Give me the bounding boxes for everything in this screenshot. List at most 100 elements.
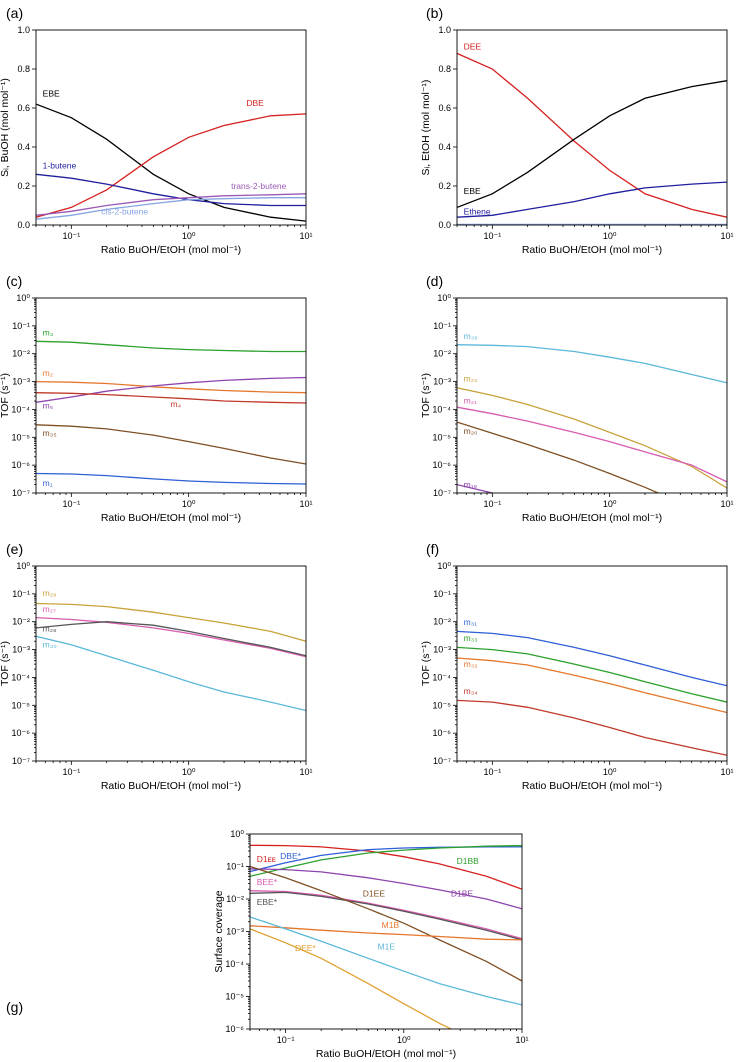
y-tick-label: 10⁻⁶ <box>433 728 452 738</box>
y-tick-label: 10⁰ <box>16 293 30 303</box>
y-tick-label: 1.0 <box>17 25 30 35</box>
y-tick-label: 10⁻⁶ <box>12 728 31 738</box>
y-tick-label: 1.0 <box>438 25 451 35</box>
series-line-m- <box>36 602 306 642</box>
plot-frame <box>456 297 728 494</box>
series-label: m₁₉ <box>464 479 477 489</box>
panel-label: (d) <box>426 273 443 289</box>
chart-panel-g: (g) 10⁻¹ 10⁰ 10¹ 10⁻⁶ 10⁻⁵ 10⁻⁴ 10⁻³ 10⁻² 10⁻¹ 10⁰… <box>6 829 529 1060</box>
y-tick-label: 10⁻⁷ <box>12 488 30 498</box>
y-tick-label: 10⁻⁵ <box>433 700 452 710</box>
series-label: 1-butene <box>43 160 77 170</box>
x-tick-label: 10¹ <box>515 1035 528 1045</box>
chart-panel-d: (d) 10⁻¹ 10⁰ 10¹ 10⁻⁷ 10⁻⁶ 10⁻⁵ 10⁻⁴ 10⁻³ 10⁻² 10⁻… <box>420 273 734 524</box>
y-tick-label: 0.6 <box>17 103 30 113</box>
series-line-m- <box>36 616 306 658</box>
series-label: m₃₆ <box>464 331 478 341</box>
series-line-m1b <box>250 925 522 941</box>
series-label: m₁ <box>43 478 53 488</box>
x-tick-label: 10⁰ <box>182 499 196 509</box>
y-tick-label: 10⁻² <box>12 349 30 359</box>
series-line-m- <box>457 630 727 687</box>
panel-label: (c) <box>6 273 22 289</box>
series-line-m- <box>36 376 306 403</box>
y-tick-label: 10⁻⁴ <box>432 404 451 414</box>
x-axis-label: Ratio BuOH/EtOH (mol mol⁻¹) <box>101 244 241 256</box>
y-tick-label: 0.4 <box>17 142 30 152</box>
y-tick-label: 10⁻⁶ <box>226 1024 245 1034</box>
x-axis-label: Ratio BuOH/EtOH (mol mol⁻¹) <box>522 244 662 256</box>
series-label: m₂₃ <box>464 374 478 384</box>
y-tick-label: 10⁻² <box>433 349 451 359</box>
plot-frame <box>35 297 307 494</box>
x-tick-label: 10⁰ <box>182 231 196 241</box>
x-axis-label: Ratio BuOH/EtOH (mol mol⁻¹) <box>522 780 662 792</box>
y-tick-label: 10⁻⁴ <box>11 404 30 414</box>
series-label: M1E <box>378 941 396 951</box>
series-line-m1e <box>250 916 522 1006</box>
y-axis-label: Sᵢ, EtOH (mol mol⁻¹) <box>420 80 432 176</box>
y-axis-label: TOF (s⁻¹) <box>0 641 11 686</box>
y-tick-label: 10⁻⁴ <box>225 959 244 969</box>
series-label: m₅ <box>43 400 54 410</box>
series-line-m- <box>457 646 727 703</box>
y-tick-label: 10⁰ <box>437 293 451 303</box>
x-tick-label: 10⁻¹ <box>62 767 80 777</box>
y-tick-label: 0.0 <box>17 220 30 230</box>
x-tick-label: 10⁻¹ <box>483 499 501 509</box>
series-line-ebe <box>36 103 306 222</box>
series-label: cis-2-butene <box>101 206 148 216</box>
series-label: trans-2-butene <box>231 181 287 191</box>
x-axis-label: Ratio BuOH/EtOH (mol mol⁻¹) <box>316 1048 456 1060</box>
series-line-m- <box>36 380 306 394</box>
y-tick-label: 0.8 <box>438 64 451 74</box>
chart-panel-a: (a) 10⁻¹ 10⁰ 10¹ 0.0 0.2 0.4 0.6 0.8 1.0 Ratio BuO… <box>0 5 313 256</box>
series-label: D1BB <box>457 856 480 866</box>
y-tick-label: 10⁰ <box>230 829 244 839</box>
series-line-ebe <box>457 80 727 209</box>
series-label: m₃ <box>43 328 54 338</box>
series-line-m- <box>457 387 727 489</box>
x-axis-label: Ratio BuOH/EtOH (mol mol⁻¹) <box>101 780 241 792</box>
chart-panel-e: (e) 10⁻¹ 10⁰ 10¹ 10⁻⁷ 10⁻⁶ 10⁻⁵ 10⁻⁴ 10⁻³ 10⁻² 10⁻… <box>0 541 313 792</box>
series-label: M1B <box>382 920 400 930</box>
plot-frame <box>249 833 523 1030</box>
y-axis-label: Surface coverage <box>213 890 225 972</box>
series-line-m- <box>457 344 727 384</box>
y-tick-label: 10⁻⁷ <box>433 756 451 766</box>
plot-frame <box>456 565 728 762</box>
x-tick-label: 10¹ <box>720 231 733 241</box>
series-line-trans-2-butene <box>36 193 306 216</box>
panel-label: (b) <box>426 5 443 21</box>
x-tick-label: 10¹ <box>299 499 312 509</box>
chart-panel-c: (c) 10⁻¹ 10⁰ 10¹ 10⁻⁷ 10⁻⁶ 10⁻⁵ 10⁻⁴ 10⁻³ 10⁻² 10⁻… <box>0 273 313 524</box>
series-label: BEE* <box>257 877 278 887</box>
series-line-m- <box>457 421 660 493</box>
plot-frame <box>35 565 307 762</box>
x-tick-label: 10⁻¹ <box>62 499 80 509</box>
y-tick-label: 10⁻² <box>433 617 451 627</box>
series-label: EBE <box>43 88 60 98</box>
x-tick-label: 10⁰ <box>603 499 617 509</box>
y-tick-label: 10⁻¹ <box>12 321 30 331</box>
x-tick-label: 10¹ <box>720 767 733 777</box>
y-tick-label: 10⁻⁴ <box>11 672 30 682</box>
y-axis-label: Sᵢ, BuOH (mol mol⁻¹) <box>0 78 11 177</box>
series-label: D1EE <box>363 888 386 898</box>
x-tick-label: 10⁻¹ <box>483 231 501 241</box>
series-label: EBE <box>464 186 481 196</box>
x-tick-label: 10¹ <box>299 767 312 777</box>
series-label: DBE <box>246 98 264 108</box>
y-tick-label: 10⁻¹ <box>12 589 30 599</box>
series-line-m- <box>457 657 727 714</box>
series-label: DBE* <box>280 851 301 861</box>
y-tick-label: 10⁻¹ <box>433 321 451 331</box>
y-tick-label: 10⁻³ <box>226 927 244 937</box>
series-label: m₂₇ <box>43 604 56 614</box>
series-line-d1bb <box>250 844 522 877</box>
series-label: m₂ <box>43 368 53 378</box>
series-line-dee <box>457 52 727 218</box>
x-tick-label: 10⁰ <box>603 767 617 777</box>
x-tick-label: 10⁻¹ <box>277 1035 295 1045</box>
